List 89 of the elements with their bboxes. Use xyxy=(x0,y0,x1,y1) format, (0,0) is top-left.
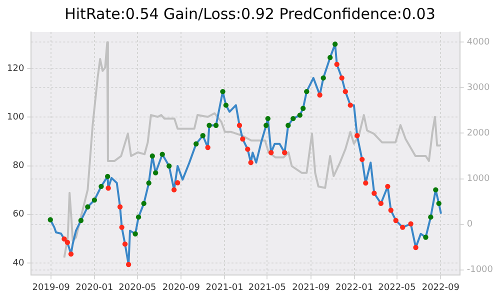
y2-tick-label: 0 xyxy=(466,220,473,230)
y-tick-label: 40 xyxy=(12,258,24,268)
point xyxy=(236,122,242,128)
x-tick-label: 2021-05 xyxy=(248,282,286,293)
point xyxy=(85,204,90,210)
y2-tick-label: 2000 xyxy=(466,128,490,139)
x-tick-label: 2021-09 xyxy=(292,282,330,293)
point xyxy=(385,184,390,190)
point xyxy=(286,122,291,128)
point xyxy=(339,75,344,81)
point xyxy=(268,150,274,156)
point xyxy=(363,180,368,186)
y2-tick-label: -1000 xyxy=(466,265,494,276)
point xyxy=(436,200,442,206)
point xyxy=(334,62,340,67)
point xyxy=(205,144,210,150)
x-tick-label: 2022-05 xyxy=(378,282,416,293)
point xyxy=(200,133,206,138)
point xyxy=(194,141,199,146)
point xyxy=(428,214,434,220)
point xyxy=(393,218,398,224)
point xyxy=(360,156,365,162)
y-tick-label: 60 xyxy=(12,210,24,220)
point xyxy=(92,197,98,203)
point xyxy=(132,231,138,236)
y-tick-label: 120 xyxy=(6,64,24,74)
point xyxy=(126,262,132,268)
point xyxy=(117,204,123,210)
point xyxy=(317,92,322,98)
point xyxy=(136,214,142,220)
x-tick-label: 2022-09 xyxy=(422,282,460,293)
point xyxy=(64,240,70,245)
point xyxy=(62,236,67,242)
point xyxy=(152,170,158,176)
y2-tick-label: 3000 xyxy=(466,83,490,94)
point xyxy=(213,122,219,128)
point xyxy=(68,251,74,257)
point xyxy=(388,208,394,213)
point xyxy=(290,116,296,122)
point xyxy=(150,153,155,159)
point xyxy=(78,218,84,224)
point xyxy=(98,184,104,190)
point xyxy=(160,152,165,157)
point xyxy=(220,88,226,94)
y-tick-label: 80 xyxy=(12,161,24,172)
point xyxy=(300,106,306,111)
point xyxy=(105,174,110,180)
point xyxy=(297,112,302,118)
point xyxy=(408,221,414,226)
point xyxy=(166,163,172,169)
x-tick-label: 2020-09 xyxy=(162,282,200,293)
point xyxy=(264,122,269,128)
point xyxy=(248,160,254,166)
point xyxy=(433,187,438,192)
x-tick-label: 2019-09 xyxy=(32,282,70,293)
x-tick-label: 2021-01 xyxy=(206,282,244,293)
point xyxy=(48,217,53,222)
y-tick-label: 100 xyxy=(6,112,24,122)
point xyxy=(354,133,360,138)
point xyxy=(119,224,124,230)
point xyxy=(265,116,271,122)
y2-tick-label: 1000 xyxy=(466,174,490,184)
point xyxy=(171,187,177,192)
point xyxy=(223,102,229,108)
x-tick-label: 2020-01 xyxy=(76,282,114,293)
point xyxy=(372,190,377,196)
point xyxy=(342,88,348,94)
point xyxy=(146,180,152,186)
point xyxy=(240,136,246,142)
chart-title: HitRate:0.54 Gain/Loss:0.92 PredConfidence:0.03 xyxy=(64,4,436,23)
point xyxy=(106,186,111,191)
point xyxy=(320,75,326,81)
point xyxy=(400,224,406,230)
point xyxy=(175,180,180,186)
point xyxy=(378,200,384,206)
point xyxy=(122,241,128,247)
point xyxy=(245,146,250,152)
point xyxy=(206,122,212,128)
point xyxy=(141,200,146,206)
point xyxy=(423,234,428,240)
x-tick-label: 2020-05 xyxy=(118,282,156,293)
point xyxy=(304,88,310,94)
point xyxy=(413,244,418,250)
x-tick-label: 2022-01 xyxy=(335,282,374,293)
point xyxy=(332,42,338,47)
point xyxy=(282,150,288,156)
y2-tick-label: 4000 xyxy=(466,38,490,48)
point xyxy=(348,102,353,108)
point xyxy=(328,54,333,60)
